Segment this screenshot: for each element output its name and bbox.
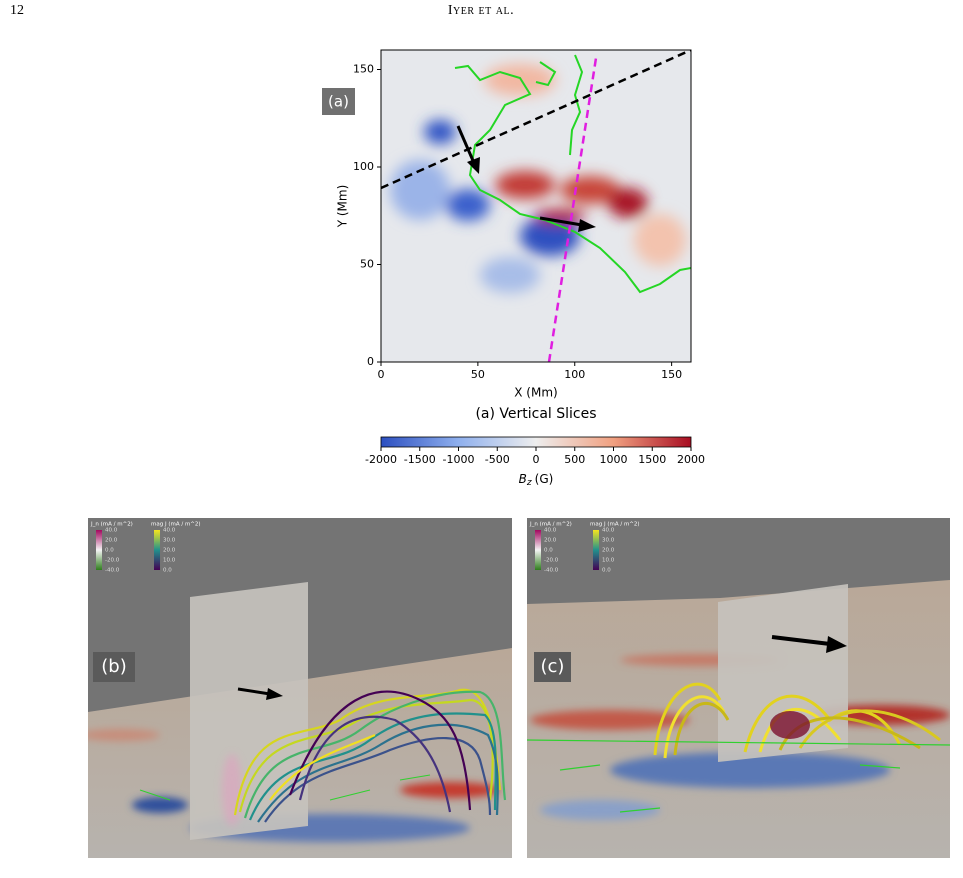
legend-tick-label: 30.0 xyxy=(163,538,176,544)
legend-tick-label: 40.0 xyxy=(105,528,118,534)
arrow xyxy=(456,125,476,164)
legend-tick-label: 0.0 xyxy=(105,548,114,554)
contour xyxy=(569,54,584,156)
running-head: Iyer et al. xyxy=(448,3,514,18)
field-lines xyxy=(233,688,507,823)
panel-label: (b) xyxy=(101,656,126,677)
panel-label-box xyxy=(93,652,135,682)
x-tick-label: 100 xyxy=(564,368,585,381)
arrow-head xyxy=(826,636,847,653)
colorbar-tick-label: 1500 xyxy=(638,453,666,466)
panel-label: (a) xyxy=(328,93,349,111)
contour xyxy=(527,739,950,813)
contour xyxy=(454,64,691,294)
colorbar-tick-label: 0 xyxy=(533,453,540,466)
colorbar-symbol: B xyxy=(519,472,527,486)
legend-tick-label: 10.0 xyxy=(602,558,615,564)
x-axis-label: X (Mm) xyxy=(514,386,557,400)
legend-title: J_n (mA / m^2) xyxy=(90,522,133,528)
current-slice xyxy=(222,754,242,826)
x-tick-label: 50 xyxy=(471,368,485,381)
legend-colorbar xyxy=(154,530,160,570)
legend-tick-label: 40.0 xyxy=(602,528,615,534)
colorbar-tick-label: -1500 xyxy=(404,453,436,466)
colorbar-tick-label: 500 xyxy=(564,453,585,466)
legend-title: J_n (mA / m^2) xyxy=(529,522,572,528)
legend-tick-label: -40.0 xyxy=(105,568,120,574)
colorbar-tick-label: 1000 xyxy=(600,453,628,466)
render-b xyxy=(88,518,512,858)
legend-tick-label: 20.0 xyxy=(602,548,615,554)
axes-frame xyxy=(380,49,692,363)
legend-colorbar xyxy=(96,530,102,570)
arrow xyxy=(237,687,271,696)
magnetogram xyxy=(381,50,691,362)
render-c xyxy=(527,518,950,858)
y-tick-label: 100 xyxy=(353,160,374,173)
colorbar xyxy=(380,436,692,448)
current-slice xyxy=(770,711,810,739)
legend-tick-label: 0.0 xyxy=(602,568,611,574)
legend-tick-label: 20.0 xyxy=(163,548,176,554)
arrow-head xyxy=(266,688,283,700)
legend-tick-label: -40.0 xyxy=(544,568,559,574)
legend-tick-label: -20.0 xyxy=(105,558,120,564)
legend-colorbar xyxy=(535,530,541,570)
slice-plane xyxy=(190,582,308,840)
legend-colorbar xyxy=(593,530,599,570)
panel-label-box xyxy=(322,88,355,115)
caption: (a) Vertical Slices xyxy=(475,406,596,422)
legend-tick-label: 0.0 xyxy=(544,548,553,554)
y-axis-label: Y (Mm) xyxy=(336,185,350,229)
legend-tick-label: 10.0 xyxy=(163,558,176,564)
panel-label: (c) xyxy=(541,656,565,677)
arrow-head xyxy=(467,157,480,174)
colorbar-tick-label: -1000 xyxy=(443,453,475,466)
y-tick-label: 50 xyxy=(360,258,374,271)
legend-tick-label: 20.0 xyxy=(105,538,118,544)
legend-tick-label: 30.0 xyxy=(602,538,615,544)
panel-label-box xyxy=(534,652,571,682)
colorbar-tick-label: -2000 xyxy=(365,453,397,466)
x-tick-label: 0 xyxy=(378,368,385,381)
colorbar-subscript: z xyxy=(526,478,532,488)
legend-tick-label: 0.0 xyxy=(163,568,172,574)
colorbar-label: Bz (G) xyxy=(519,472,554,488)
legend-title: mag J (mA / m^2) xyxy=(590,522,640,528)
legend-title: mag J (mA / m^2) xyxy=(151,522,201,528)
arrow xyxy=(539,216,583,227)
x-tick-label: 150 xyxy=(661,368,682,381)
arrow xyxy=(771,635,831,646)
colorbar-tick-label: 2000 xyxy=(677,453,705,466)
colorbar-tick-label: -500 xyxy=(485,453,510,466)
slice-line xyxy=(381,50,691,190)
colorbar-unit: (G) xyxy=(535,472,554,486)
y-tick-label: 150 xyxy=(353,63,374,76)
contour xyxy=(535,61,557,87)
legend-tick-label: 20.0 xyxy=(544,538,557,544)
legend-tick-label: 40.0 xyxy=(544,528,557,534)
contour xyxy=(139,774,431,801)
y-tick-label: 0 xyxy=(367,355,374,368)
arrow-head xyxy=(578,219,596,232)
legend-tick-label: 40.0 xyxy=(163,528,176,534)
floor-patches xyxy=(530,654,950,820)
legend-tick-label: -20.0 xyxy=(544,558,559,564)
page-number: 12 xyxy=(10,3,24,18)
